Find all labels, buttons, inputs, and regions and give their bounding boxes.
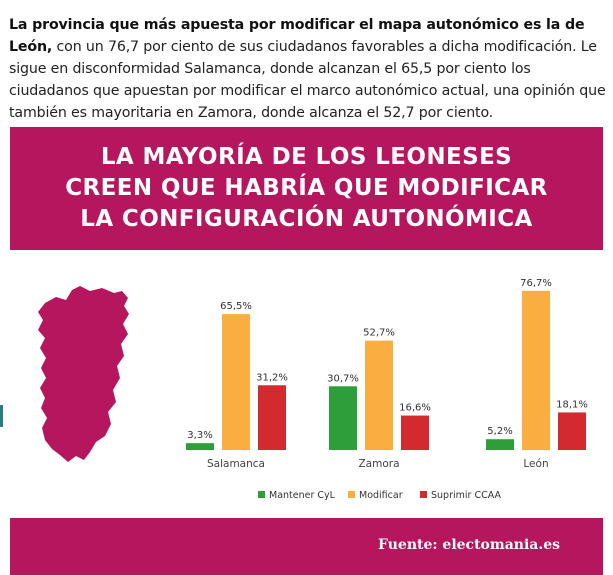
bar-zamora-modificar [365, 340, 393, 450]
intro-paragraph: La provincia que más apuesta por modific… [9, 14, 609, 124]
bar-león-mantener-cyl [486, 439, 514, 450]
data-label: 31,2% [256, 372, 288, 383]
legend-label: Mantener CyL [269, 490, 336, 501]
headline-banner: LA MAYORÍA DE LOS LEONESES CREEN QUE HAB… [10, 127, 603, 250]
data-label: 18,1% [556, 399, 588, 410]
legend-swatch [348, 491, 355, 498]
data-label: 30,7% [327, 373, 359, 384]
headline-line-2: CREEN QUE HABRÍA QUE MODIFICAR [65, 175, 548, 201]
headline-line-1: LA MAYORÍA DE LOS LEONESES [100, 144, 513, 170]
bar-zamora-suprimir-ccaa [401, 415, 429, 450]
headline-line-3: LA CONFIGURACIÓN AUTONÓMICA [80, 206, 533, 232]
bar-salamanca-suprimir-ccaa [258, 385, 286, 450]
data-label: 16,6% [399, 403, 431, 414]
bar-chart: 3,3% 65,5% 31,2% Salamanca 30,7% 52,7% 16,6% Za… [38, 278, 588, 501]
data-label: 65,5% [220, 301, 252, 312]
bar-zamora-mantener-cyl [329, 386, 357, 450]
bar-león-suprimir-ccaa [558, 412, 586, 450]
legend-swatch [420, 491, 427, 498]
legend-label: Suprimir CCAA [431, 490, 501, 501]
bar-león-modificar [522, 290, 550, 450]
data-label: 3,3% [187, 430, 212, 441]
bar-salamanca-mantener-cyl [186, 443, 214, 450]
data-label: 76,7% [520, 278, 552, 289]
left-edge-accent [0, 405, 3, 427]
intro-bold-text: La provincia que más apuesta por modific… [9, 17, 585, 56]
source-text: Fuente: electomania.es [378, 537, 560, 553]
legend-swatch [258, 491, 265, 498]
intro-body-text: con un 76,7 por ciento de sus ciudadanos… [9, 39, 606, 122]
category-tick-label: León [523, 458, 548, 470]
category-tick-label: Zamora [358, 458, 399, 470]
chart-area: 3,3% 65,5% 31,2% Salamanca 30,7% 52,7% 16,6% Za… [10, 250, 603, 518]
legend-label: Modificar [359, 490, 403, 501]
category-tick-label: Salamanca [207, 458, 265, 470]
data-label: 52,7% [363, 328, 395, 339]
leon-province-map-icon [38, 286, 129, 462]
source-footer: Fuente: electomania.es [10, 518, 603, 575]
data-label: 5,2% [487, 426, 512, 437]
bar-salamanca-modificar [222, 314, 250, 450]
